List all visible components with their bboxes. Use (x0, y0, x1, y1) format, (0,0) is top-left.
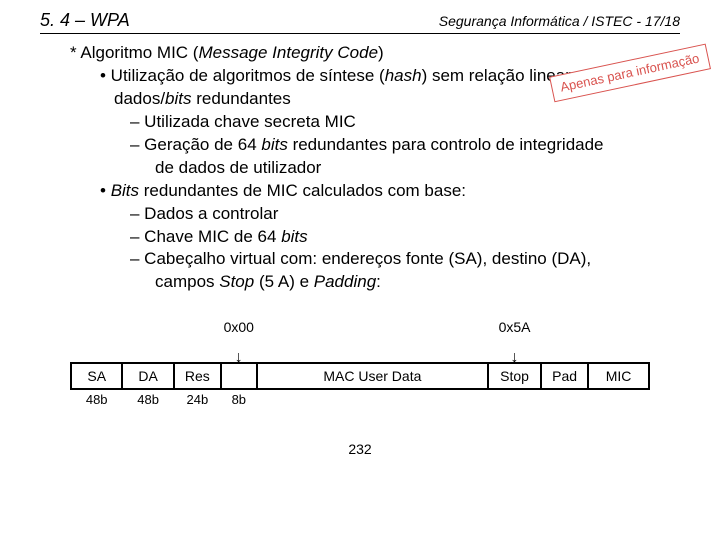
text: redundantes (192, 89, 291, 108)
header-left: 5. 4 – WPA (40, 10, 130, 31)
text: ) sem relação linear (422, 66, 571, 85)
hex-label: 0x5A (499, 319, 531, 335)
packet-cells-row: SADARes MAC User DataStopPadMIC (71, 363, 649, 389)
dash-cont: de dados de utilizador (155, 157, 680, 180)
packet-width-label: 8b (221, 389, 257, 411)
slide-header: 5. 4 – WPA Segurança Informática / ISTEC… (40, 10, 680, 34)
slide-content: Apenas para informação * Algoritmo MIC (… (40, 42, 680, 294)
header-right: Segurança Informática / ISTEC - 17/18 (439, 13, 680, 29)
hex-label: 0x00 (224, 319, 254, 335)
text-italic: Padding (314, 272, 376, 291)
arrow-down-icon: ↓ (235, 351, 243, 365)
packet-cell (221, 363, 257, 389)
packet-cell: DA (122, 363, 173, 389)
dash-line: – Chave MIC de 64 bits (130, 226, 680, 249)
text: ) (378, 43, 384, 62)
packet-cell: SA (71, 363, 122, 389)
text: – Geração de 64 (130, 135, 261, 154)
text: • (100, 181, 111, 200)
dash-line: – Utilizada chave secreta MIC (130, 111, 680, 134)
arrow-down-icon: ↓ (511, 351, 519, 365)
packet-diagram: 0x00 0x5A ↓ ↓ SADARes MAC User DataStopPa… (70, 314, 650, 411)
text: campos (155, 272, 219, 291)
packet-width-label (541, 389, 588, 411)
text: (5 A) e (254, 272, 314, 291)
text-italic: hash (385, 66, 422, 85)
packet-widths-row: 48b48b24b8b (71, 389, 649, 411)
text: redundantes para controlo de integridade (288, 135, 604, 154)
text: : (376, 272, 381, 291)
packet-width-label: 48b (71, 389, 122, 411)
packet-cell: Stop (488, 363, 541, 389)
text-italic: Stop (219, 272, 254, 291)
hex-row: 0x00 0x5A (71, 314, 649, 338)
packet-width-label: 48b (122, 389, 173, 411)
text: – Chave MIC de 64 (130, 227, 281, 246)
packet-cell: MIC (588, 363, 649, 389)
arrow-row: ↓ ↓ (71, 338, 649, 363)
packet-width-label (257, 389, 488, 411)
packet-cell: MAC User Data (257, 363, 488, 389)
dash-line: – Cabeçalho virtual com: endereços fonte… (130, 248, 680, 271)
text: dados/ (114, 89, 165, 108)
page-number: 232 (40, 441, 680, 457)
dash-cont: campos Stop (5 A) e Padding: (155, 271, 680, 294)
line-title: * Algoritmo MIC (Message Integrity Code) (70, 42, 680, 65)
text: • Utilização de algoritmos de síntese ( (100, 66, 385, 85)
packet-cell: Res (174, 363, 221, 389)
text-italic: Bits (111, 181, 139, 200)
dash-line: – Geração de 64 bits redundantes para co… (130, 134, 680, 157)
text-italic: bits (165, 89, 191, 108)
text-italic: Message Integrity Code (198, 43, 378, 62)
text: * Algoritmo MIC ( (70, 43, 198, 62)
packet-width-label: 24b (174, 389, 221, 411)
text: redundantes de MIC calculados com base: (139, 181, 466, 200)
text-italic: bits (261, 135, 287, 154)
packet-width-label (488, 389, 541, 411)
dash-line: – Dados a controlar (130, 203, 680, 226)
bullet-line: • Bits redundantes de MIC calculados com… (100, 180, 680, 203)
packet-cell: Pad (541, 363, 588, 389)
text-italic: bits (281, 227, 307, 246)
packet-width-label (588, 389, 649, 411)
